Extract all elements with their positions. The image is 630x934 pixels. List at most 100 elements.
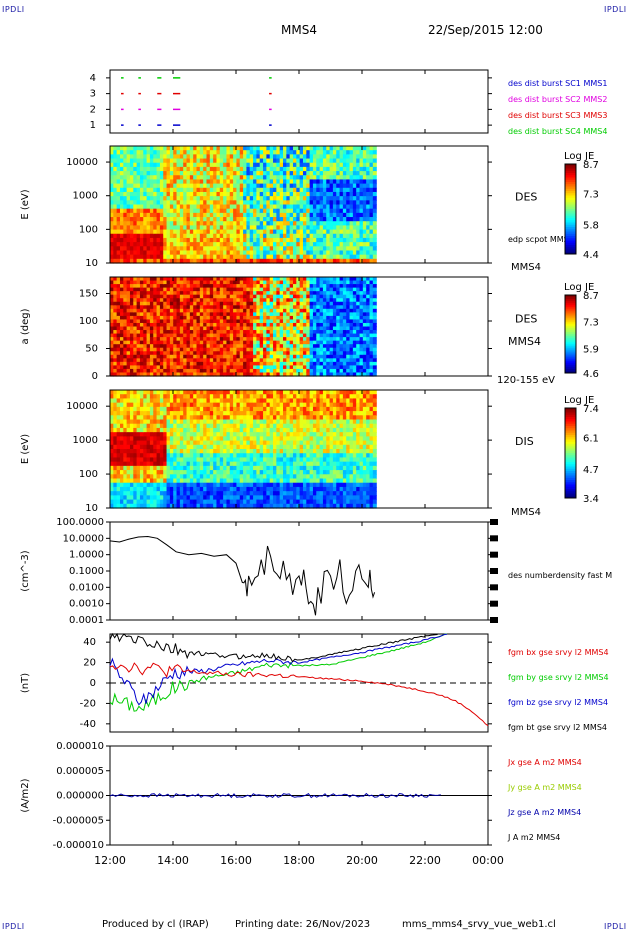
des-pitch-cell [110, 361, 114, 366]
des-energy-cell [352, 183, 357, 189]
des-energy-cell [183, 242, 188, 247]
dis-energy-cell [129, 449, 134, 454]
des-pitch-cell [369, 287, 374, 292]
des-energy-cell [136, 229, 141, 235]
des-pitch-cell [116, 294, 121, 299]
des-energy-cell [319, 175, 324, 181]
des-energy-cell [136, 237, 141, 243]
des-energy-cell [226, 204, 231, 210]
des-energy-cell [110, 242, 114, 247]
des-pitch-cell [219, 291, 224, 296]
des-energy-cell [179, 191, 184, 197]
des-energy-cell [316, 154, 321, 160]
dis-energy-cell [126, 440, 131, 446]
des-pitch-cell [216, 330, 221, 335]
dis-energy-cell [116, 394, 121, 400]
des-energy-cell [166, 196, 171, 201]
des-pitch-cell [286, 294, 291, 299]
des-pitch-cell [319, 322, 324, 328]
des-energy-cell [179, 187, 184, 193]
des-energy-cell [156, 171, 161, 176]
dis-energy-cell [133, 394, 138, 400]
des-pitch-cell [352, 340, 357, 345]
des-energy-cell [266, 233, 271, 239]
des-pitch-cell [266, 287, 271, 292]
des-pitch-cell [233, 351, 238, 356]
des-pitch-cell [213, 298, 218, 303]
des-pitch-cell [339, 319, 344, 324]
dis-energy-cell [116, 423, 121, 429]
dis-energy-cell [129, 495, 134, 501]
des-pitch-cell [166, 280, 171, 285]
des-pitch-cell [139, 337, 144, 342]
des-pitch-cell [243, 294, 248, 299]
des-pitch-cell [133, 347, 138, 352]
des-energy-cell [149, 221, 154, 226]
des-pitch-cell [206, 322, 211, 328]
dis-energy-cell [110, 478, 114, 484]
des-pitch-cell [263, 322, 267, 328]
des-pitch-cell [223, 319, 228, 324]
des-energy-cell [173, 225, 178, 231]
des-pitch-cell [322, 337, 327, 342]
des-pitch-cell [119, 340, 124, 345]
des-pitch-cell [223, 365, 228, 370]
des-pitch-cell [246, 280, 251, 285]
des-energy-cell [263, 208, 267, 214]
des-energy-cell [322, 217, 327, 222]
des-energy-cell [163, 225, 168, 231]
des-energy-cell [113, 250, 118, 256]
des-pitch-cell [292, 315, 297, 321]
des-energy-cell [186, 225, 191, 231]
des-pitch-cell [246, 287, 251, 292]
des-pitch-cell [126, 280, 131, 285]
des-energy-cell [153, 258, 158, 264]
des-energy-cell [332, 246, 337, 252]
des-energy-cell [312, 183, 317, 189]
des-pitch-cell [179, 337, 184, 342]
des-energy-cell [256, 183, 261, 189]
des-energy-cell [193, 237, 198, 243]
des-pitch-cell [253, 344, 257, 349]
des-energy-cell [239, 196, 244, 201]
des-energy-cell [146, 150, 151, 155]
des-pitch-cell [236, 284, 241, 289]
des-energy-cell [283, 225, 287, 231]
des-energy-cell [366, 254, 371, 260]
des-energy-cell [332, 171, 337, 176]
des-pitch-cell [133, 319, 138, 324]
des-pitch-cell [213, 344, 218, 349]
des-pitch-cell [273, 315, 277, 321]
des-energy-cell [236, 225, 241, 231]
des-pitch-cell [203, 351, 208, 356]
des-energy-cell [276, 200, 281, 206]
des-pitch-cell [342, 287, 347, 292]
dis-energy-cell [126, 453, 131, 459]
des-pitch-cell [372, 340, 377, 345]
des-pitch-cell [329, 354, 334, 359]
des-pitch-cell [183, 326, 188, 331]
des-pitch-cell [209, 284, 214, 289]
des-pitch-cell [289, 287, 294, 292]
des-pitch-cell [276, 340, 281, 345]
des-energy-cell [203, 250, 208, 256]
des-pitch-cell [249, 298, 254, 303]
des-pitch-cell [149, 361, 154, 366]
des-pitch-cell [189, 361, 194, 366]
des-energy-cell [139, 146, 144, 151]
des-energy-cell [156, 154, 161, 160]
des-pitch-cell [193, 347, 198, 352]
des-pitch-cell [372, 326, 377, 331]
des-pitch-cell [169, 351, 174, 356]
des-energy-cell [329, 246, 334, 252]
des-pitch-cell [143, 301, 148, 306]
des-pitch-cell [236, 280, 241, 285]
des-pitch-cell [239, 340, 244, 345]
des-pitch-cell [156, 337, 161, 342]
des-energy-cell [219, 146, 224, 151]
des-pitch-cell [203, 358, 208, 363]
des-energy-cell [322, 179, 327, 185]
des-energy-cell [213, 250, 218, 256]
des-energy-cell [206, 242, 211, 247]
des-energy-cell [369, 200, 374, 206]
